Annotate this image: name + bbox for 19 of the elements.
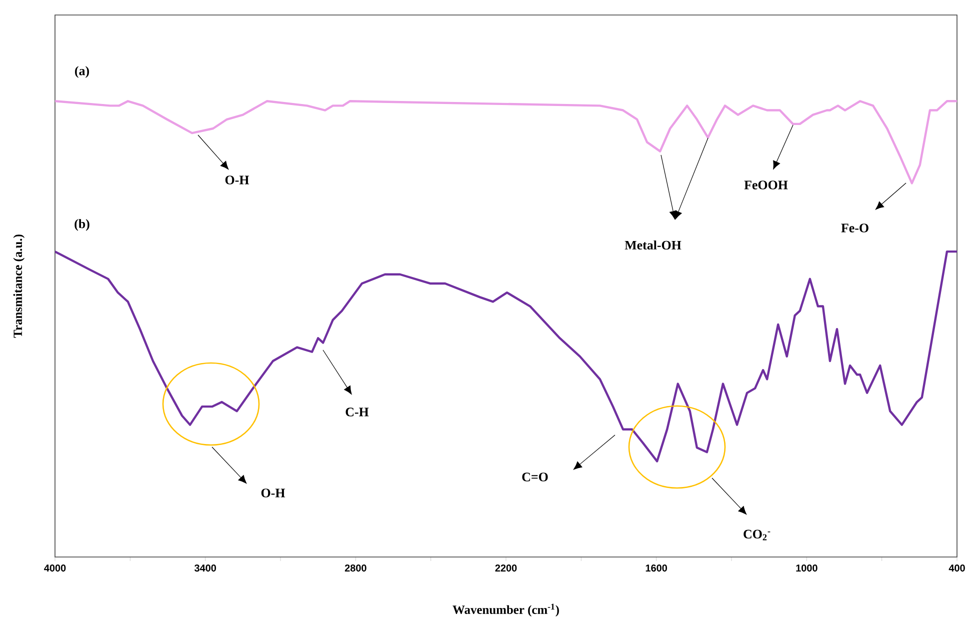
x-tick-label: 2800 [344,564,366,572]
x-axis-title: Wavenumber (cm$^{-1}$) [452,604,559,616]
x-tick-label: 1600 [646,564,668,572]
annotation: C=O [522,472,548,482]
text: (a) [75,66,89,78]
annotation: O-H [225,176,250,184]
annotation: CO$_{2}$- [744,530,770,540]
annotation: (b) [74,219,90,231]
annotation: FeOOH [744,180,788,190]
annotation: Fe-O [841,224,868,232]
annotation: O-H [261,488,286,498]
x-tick-label: 400 [948,564,965,572]
annotation: C-H [346,408,369,416]
x-tick-label: 1000 [796,564,818,572]
x-tick-label: 4000 [44,564,66,572]
y-axis-title: Transmitance (a.u.) [13,234,25,338]
annotation: Metal-OH [624,240,682,250]
x-tick-label: 3400 [194,564,216,572]
x-tick-label: 2200 [495,564,517,572]
